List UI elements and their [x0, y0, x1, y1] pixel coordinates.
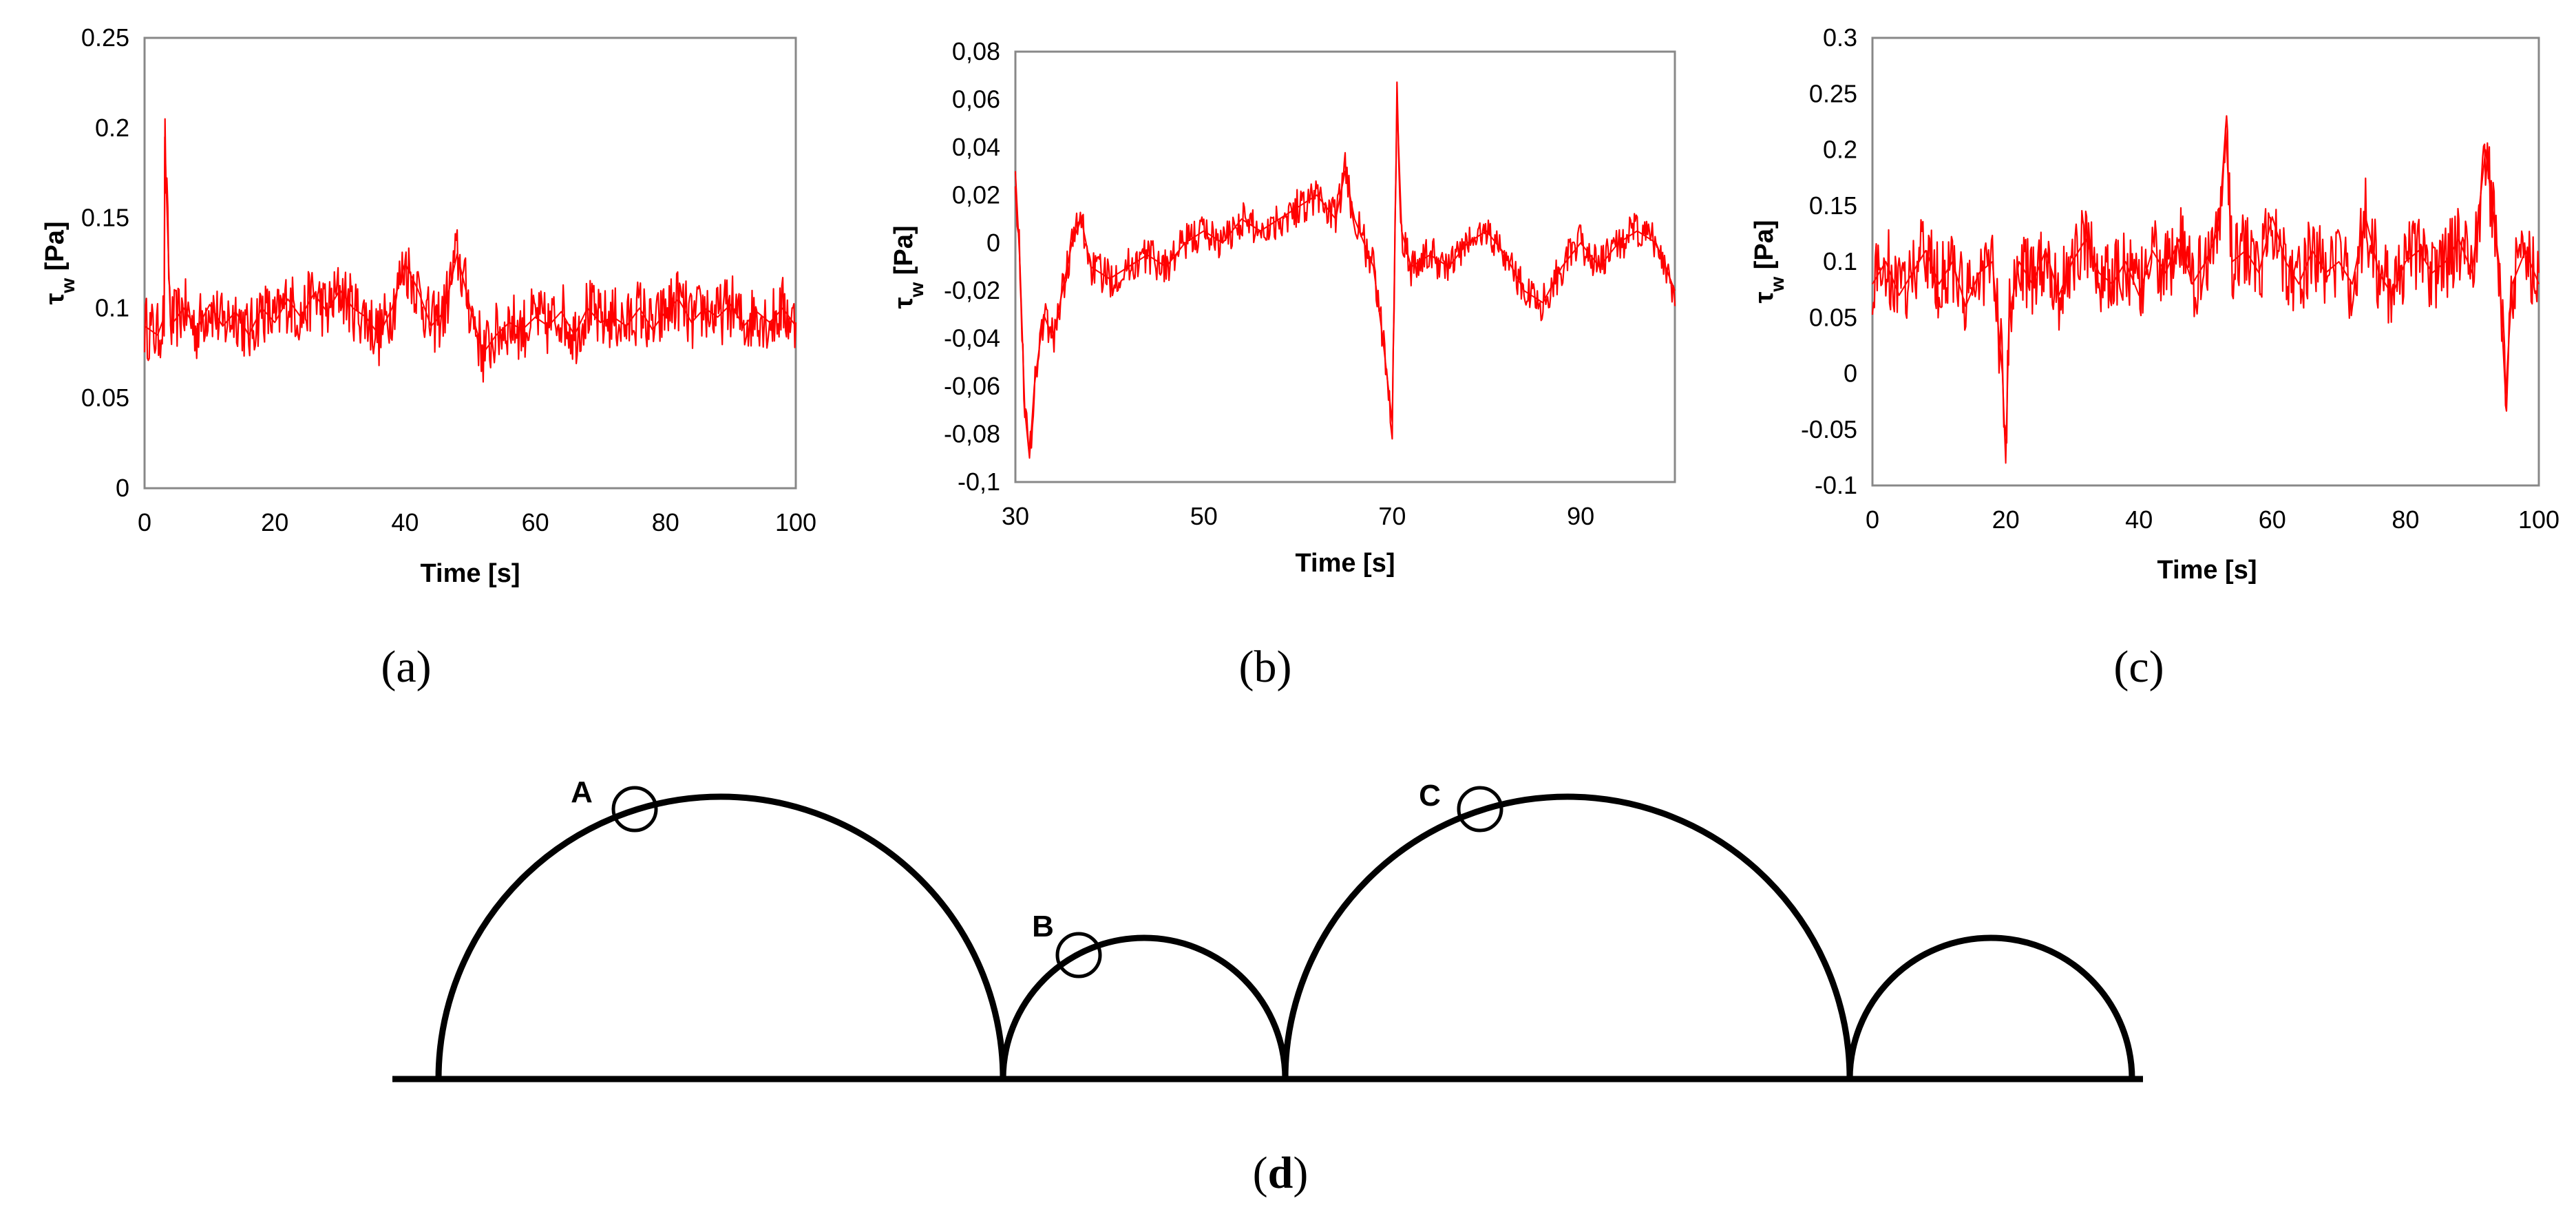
chart-c-ytick-label: 0.15: [1809, 191, 1857, 220]
chart-a-xtick-label: 40: [391, 508, 419, 536]
chart-b-ytick-label: -0,02: [944, 276, 1000, 304]
point-a-marker: [611, 786, 658, 833]
chart-c: -0.1 -0.05 0 0.05 0.1 0.15 0.2 0.25 0.3 0 20 40 60 8…: [1750, 23, 2559, 585]
chart-a-ytick-label: 0: [116, 474, 129, 502]
chart-c-series-anchor-line: [1872, 127, 2540, 464]
chart-c-xtick-label: 20: [1992, 505, 2020, 534]
chart-b-xtick-label: 90: [1567, 502, 1594, 530]
chart-a-xtick-label: 20: [261, 508, 288, 536]
chart-b-ytick-label: 0,04: [952, 133, 1000, 161]
point-c-label: C: [1419, 779, 1441, 813]
chart-b-xtick-label: 50: [1190, 502, 1218, 530]
chart-a-ytick-label: 0.15: [81, 204, 129, 232]
chart-c-xtick-label: 100: [2518, 505, 2559, 534]
chart-c-series-line: [1871, 115, 2540, 444]
chart-a-ytick-label: 0.2: [95, 114, 129, 142]
chart-b-ylabel: τw [Pa]: [889, 225, 927, 308]
chart-c-ytick-label: 0.3: [1823, 23, 1857, 52]
point-a-label: A: [571, 775, 593, 809]
chart-b-ytick-label: -0,08: [944, 420, 1000, 448]
chart-b-series-line: [1014, 81, 1676, 450]
chart-a-series-line: [143, 118, 797, 383]
bubble-3: [1282, 793, 1853, 1080]
chart-c-ytick-label: 0: [1844, 359, 1857, 388]
chart-b-ytick-label: -0,06: [944, 372, 1000, 400]
chart-b-ytick-label: -0,04: [944, 324, 1000, 353]
chart-a-xtick-label: 80: [652, 508, 679, 536]
chart-b-plot-area: [1014, 50, 1676, 483]
chart-b-xlabel: Time [s]: [1295, 549, 1395, 578]
chart-b-ytick-label: 0: [986, 229, 1000, 257]
chart-a-xtick-label: 0: [138, 508, 151, 536]
bubble-1: [435, 793, 1006, 1080]
bubble-4: [1846, 934, 2135, 1080]
chart-a-xtick-label: 100: [775, 508, 816, 536]
chart-b: -0,1 -0,08 -0,06 -0,04 -0,02 0 0,02 0,04 0,06 0,0…: [889, 37, 1676, 578]
caption-b: (b): [1239, 642, 1292, 692]
chart-b-xtick-label: 70: [1378, 502, 1406, 530]
chart-c-ylabel: τw [Pa]: [1750, 220, 1788, 303]
diagram-d: [392, 786, 2143, 1082]
chart-c-xtick-label: 60: [2259, 505, 2286, 534]
chart-c-ytick-label: 0.2: [1823, 136, 1857, 164]
chart-b-ytick-label: -0,1: [958, 468, 1000, 496]
chart-a-plot-area: [143, 36, 797, 490]
chart-b-ytick-label: 0,08: [952, 37, 1000, 65]
caption-c: (c): [2113, 642, 2164, 692]
chart-a-ylabel: τw [Pa]: [41, 221, 78, 304]
chart-c-xtick-label: 80: [2392, 505, 2419, 534]
chart-c-ytick-label: 0.25: [1809, 79, 1857, 107]
chart-b-series-anchor-line: [1015, 98, 1676, 459]
caption-a: (a): [381, 642, 431, 692]
chart-a-ytick-label: 0.05: [81, 384, 129, 412]
chart-c-xtick-label: 40: [2125, 505, 2153, 534]
chart-b-xtick-label: 30: [1002, 502, 1029, 530]
chart-a: 0 0.05 0.1 0.15 0.2 0.25 0 20 40 60 80 100 Time [s…: [41, 23, 816, 588]
chart-c-xlabel: Time [s]: [2157, 556, 2257, 585]
chart-a-xlabel: Time [s]: [420, 559, 520, 588]
point-c-marker: [1457, 786, 1503, 833]
chart-a-ytick-label: 0.25: [81, 23, 129, 52]
chart-c-xtick-label: 0: [1866, 505, 1879, 534]
chart-a-series-anchor-line: [144, 136, 796, 354]
chart-c-ytick-label: 0.05: [1809, 303, 1857, 331]
chart-c-ytick-label: 0.1: [1823, 247, 1857, 275]
chart-c-ytick-label: -0.1: [1815, 471, 1857, 499]
bubble-2: [1000, 934, 1289, 1080]
chart-a-ytick-label: 0.1: [95, 293, 129, 322]
chart-a-xtick-label: 60: [522, 508, 549, 536]
chart-c-ytick-label: -0.05: [1801, 415, 1857, 443]
point-b-label: B: [1032, 910, 1054, 943]
point-b-marker: [1055, 932, 1102, 978]
caption-d: (d): [1253, 1148, 1309, 1198]
chart-b-ytick-label: 0,02: [952, 180, 1000, 209]
chart-b-ytick-label: 0,06: [952, 85, 1000, 113]
